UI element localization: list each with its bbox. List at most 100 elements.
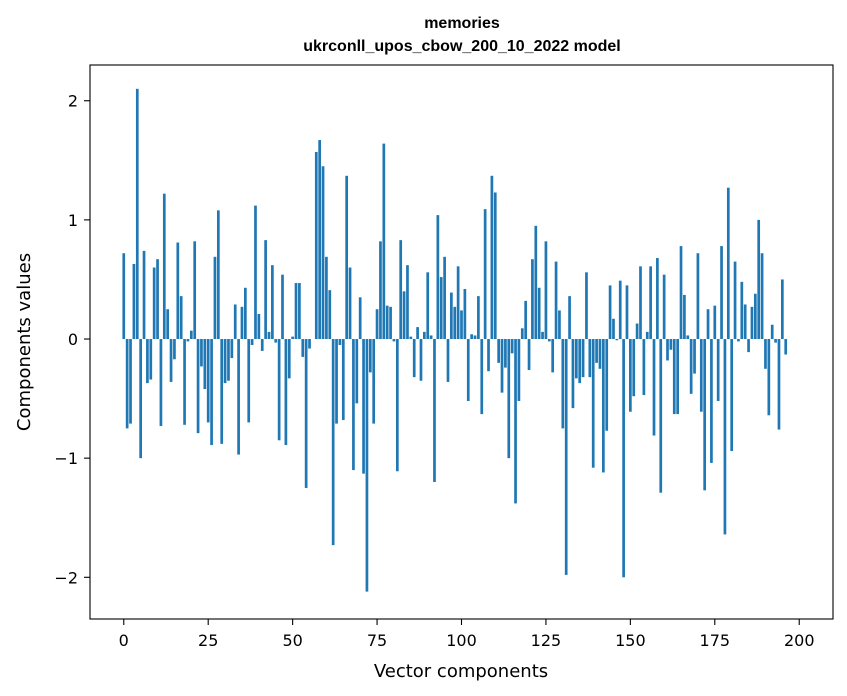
bar-71 (362, 339, 365, 474)
bar-146 (615, 339, 619, 341)
bar-20 (189, 330, 193, 340)
bar-74 (372, 339, 376, 424)
bar-140 (595, 339, 598, 363)
bar-29 (220, 339, 224, 444)
bar-17 (179, 296, 183, 340)
bar-6 (142, 250, 146, 340)
y-tick-label--2: −2 (54, 568, 78, 587)
bar-112 (500, 339, 504, 393)
bar-38 (250, 339, 254, 345)
bar-53 (301, 339, 305, 357)
bar-171 (699, 339, 703, 412)
bar-159 (659, 339, 663, 493)
bar-76 (379, 241, 382, 340)
bar-2 (129, 339, 132, 424)
bar-163 (672, 339, 676, 415)
bar-86 (412, 339, 416, 378)
bar-188 (757, 219, 761, 340)
bar-136 (581, 339, 585, 378)
bar-195 (780, 279, 784, 340)
x-tick-label-125: 125 (531, 631, 562, 650)
bar-73 (368, 339, 372, 373)
bar-8 (149, 339, 153, 380)
bar-135 (578, 339, 582, 384)
bar-111 (497, 339, 501, 363)
bar-131 (564, 339, 568, 575)
bar-113 (504, 339, 507, 368)
bar-46 (277, 339, 281, 441)
bar-61 (328, 290, 332, 340)
bar-166 (683, 294, 686, 340)
bar-13 (166, 309, 170, 340)
bar-106 (480, 339, 484, 415)
bar-66 (345, 175, 349, 340)
bar-121 (531, 259, 534, 340)
bar-92 (433, 339, 436, 482)
bar-91 (429, 335, 433, 340)
bar-52 (298, 283, 301, 340)
bar-93 (436, 215, 440, 340)
bar-179 (726, 187, 730, 340)
bar-51 (294, 283, 298, 340)
bar-19 (186, 339, 190, 342)
bar-94 (439, 277, 443, 340)
bar-155 (645, 331, 649, 340)
bar-160 (662, 274, 666, 340)
bar-64 (338, 339, 342, 345)
bar-5 (139, 339, 143, 459)
x-axis-label: Vector components (374, 661, 548, 682)
x-tick-label-150: 150 (615, 631, 646, 650)
bar-31 (227, 339, 230, 381)
bar-109 (490, 175, 494, 340)
bar-147 (618, 280, 622, 340)
bar-54 (304, 339, 308, 488)
bar-142 (601, 339, 605, 473)
bar-70 (358, 297, 362, 340)
bar-67 (348, 267, 352, 340)
bar-137 (585, 272, 588, 340)
bars-group (122, 88, 788, 592)
bar-80 (392, 339, 396, 342)
bar-107 (483, 209, 487, 340)
bar-177 (720, 246, 723, 340)
bar-96 (446, 339, 450, 382)
x-tick-label-75: 75 (367, 631, 387, 650)
bar-7 (146, 339, 149, 384)
x-tick-label-25: 25 (198, 631, 218, 650)
bar-190 (764, 339, 767, 369)
bar-88 (419, 339, 423, 381)
bar-116 (514, 339, 517, 504)
bar-65 (341, 339, 345, 421)
x-tick-label-100: 100 (446, 631, 477, 650)
bar-118 (520, 328, 524, 340)
bar-182 (737, 339, 740, 342)
bar-42 (264, 240, 267, 340)
bar-103 (470, 334, 473, 340)
bar-148 (622, 339, 625, 578)
bar-184 (743, 304, 747, 340)
bar-183 (740, 281, 744, 340)
bar-100 (460, 310, 463, 340)
bar-149 (625, 285, 629, 340)
y-axis: −2 −1 0 1 2 (54, 92, 90, 587)
bar-12 (162, 193, 166, 340)
bar-4 (135, 88, 139, 340)
bar-125 (544, 241, 548, 340)
bar-151 (632, 339, 636, 397)
bar-141 (598, 339, 602, 369)
bar-77 (382, 143, 386, 340)
bar-85 (409, 336, 413, 340)
bar-28 (216, 210, 220, 340)
bar-110 (493, 192, 497, 340)
bar-143 (605, 339, 609, 431)
bar-14 (169, 339, 173, 382)
bar-10 (156, 259, 159, 340)
bar-36 (244, 287, 247, 340)
bar-152 (635, 323, 639, 340)
bar-49 (287, 339, 291, 379)
bar-89 (422, 331, 426, 340)
bar-90 (426, 272, 430, 340)
bar-176 (716, 339, 720, 401)
bar-50 (291, 336, 294, 340)
chart-subtitle: ukrconll_upos_cbow_200_10_2022 model (303, 38, 620, 55)
